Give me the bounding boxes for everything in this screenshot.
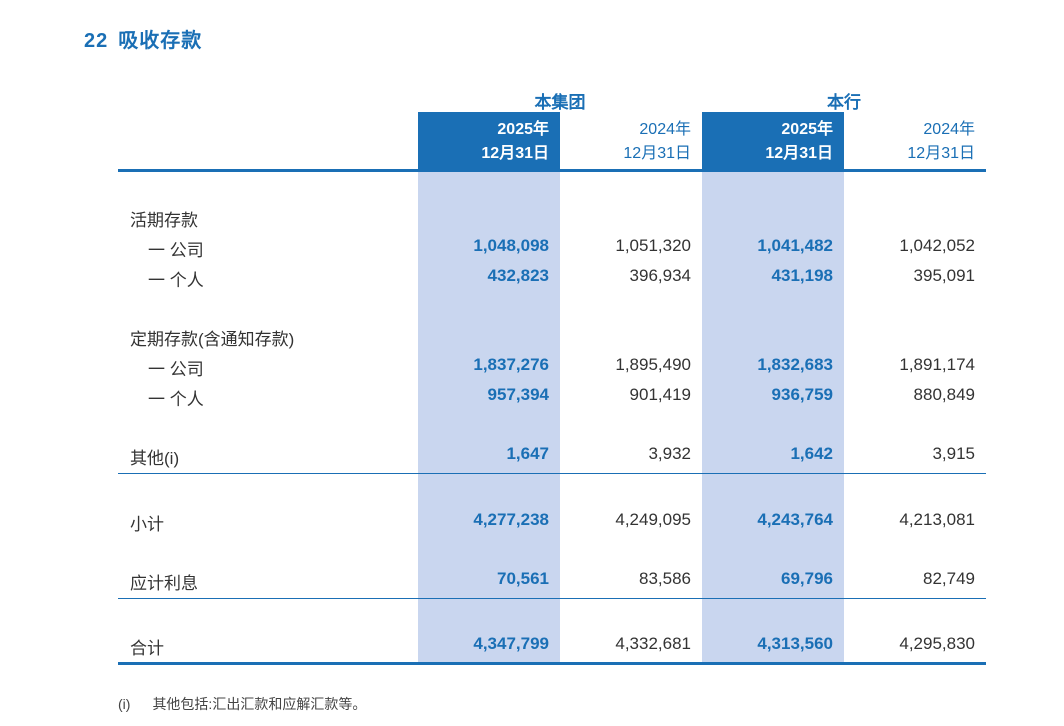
table-row-demand-personal: 一 个人 432,823 396,934 431,198 395,091 xyxy=(0,266,1064,292)
cell-group-2025: 1,837,276 xyxy=(473,355,549,374)
subtotal-divider xyxy=(118,473,986,474)
cell-group-2024: 1,895,490 xyxy=(615,355,691,374)
row-label: 一 个人 xyxy=(148,390,204,409)
cell-bank-2024: 4,213,081 xyxy=(899,510,975,529)
cell-bank-2025: 1,642 xyxy=(790,444,833,463)
column-header-bank-2024: 2024年 12月31日 xyxy=(844,118,986,166)
row-label: 一 公司 xyxy=(148,360,204,379)
cell-bank-2024: 880,849 xyxy=(913,385,975,404)
cell-bank-2024: 82,749 xyxy=(923,569,975,588)
section-title: 22 吸收存款 xyxy=(84,24,202,53)
cell-group-2025: 70,561 xyxy=(497,569,549,588)
cell-group-2024: 901,419 xyxy=(629,385,691,404)
cell-bank-2024: 4,295,830 xyxy=(899,634,975,653)
column-date: 12月31日 xyxy=(765,145,833,162)
cell-group-2024: 4,332,681 xyxy=(615,634,691,653)
cell-bank-2024: 1,891,174 xyxy=(899,355,975,374)
cell-bank-2025: 4,243,764 xyxy=(757,510,833,529)
header-rule xyxy=(118,169,986,172)
cell-group-2024: 4,249,095 xyxy=(615,510,691,529)
cell-bank-2025: 431,198 xyxy=(771,266,833,285)
highlight-column-group-2025 xyxy=(418,112,560,664)
header-box-bank-2025 xyxy=(702,112,844,170)
row-label: 一 个人 xyxy=(148,271,204,290)
bottom-rule xyxy=(118,662,986,665)
cell-bank-2025: 936,759 xyxy=(771,385,833,404)
row-label: 一 公司 xyxy=(148,241,204,260)
table-row-time-personal: 一 个人 957,394 901,419 936,759 880,849 xyxy=(0,385,1064,411)
bank-header: 本行 xyxy=(827,93,861,112)
footnote: (i) 其他包括:汇出汇款和应解汇款等。 xyxy=(118,694,366,714)
cell-group-2025: 4,347,799 xyxy=(473,634,549,653)
row-label: 合计 xyxy=(130,639,164,658)
row-label: 活期存款 xyxy=(130,211,198,230)
column-date: 12月31日 xyxy=(907,145,975,162)
cell-group-2025: 1,647 xyxy=(506,444,549,463)
cell-group-2025: 957,394 xyxy=(487,385,549,404)
cell-group-2024: 396,934 xyxy=(629,266,691,285)
cell-bank-2025: 4,313,560 xyxy=(757,634,833,653)
column-header-group-2024: 2024年 12月31日 xyxy=(560,118,702,166)
cell-bank-2024: 1,042,052 xyxy=(899,236,975,255)
column-date: 12月31日 xyxy=(623,145,691,162)
column-date: 12月31日 xyxy=(481,145,549,162)
cell-bank-2024: 3,915 xyxy=(932,444,975,463)
cell-group-2024: 3,932 xyxy=(648,444,691,463)
cell-bank-2025: 1,041,482 xyxy=(757,236,833,255)
column-year: 2024年 xyxy=(923,121,975,138)
group-header: 本集团 xyxy=(534,93,586,112)
section-number: 22 xyxy=(84,30,109,52)
footnote-mark: (i) xyxy=(118,696,131,712)
column-year: 2024年 xyxy=(639,121,691,138)
table-row-demand-corporate: 一 公司 1,048,098 1,051,320 1,041,482 1,042… xyxy=(0,236,1064,262)
column-year: 2025年 xyxy=(497,121,549,138)
table-row-subtotal: 小计 4,277,238 4,249,095 4,243,764 4,213,0… xyxy=(0,510,1064,536)
column-header-bank-2025: 2025年 12月31日 xyxy=(702,118,844,166)
cell-group-2024: 83,586 xyxy=(639,569,691,588)
highlight-column-bank-2025 xyxy=(702,112,844,664)
row-label: 定期存款(含通知存款) xyxy=(130,330,295,349)
cell-bank-2024: 395,091 xyxy=(913,266,975,285)
table-row-interest: 应计利息 70,561 83,586 69,796 82,749 xyxy=(0,569,1064,595)
cell-bank-2025: 69,796 xyxy=(781,569,833,588)
header-box-group-2025 xyxy=(418,112,560,170)
row-label: 应计利息 xyxy=(130,574,198,593)
table-row-other: 其他(i) 1,647 3,932 1,642 3,915 xyxy=(0,444,1064,470)
column-header-group-2025: 2025年 12月31日 xyxy=(418,118,560,166)
cell-group-2024: 1,051,320 xyxy=(615,236,691,255)
row-label: 小计 xyxy=(130,515,164,534)
table-row-total: 合计 4,347,799 4,332,681 4,313,560 4,295,8… xyxy=(0,634,1064,660)
cell-bank-2025: 1,832,683 xyxy=(757,355,833,374)
table-row-time-corporate: 一 公司 1,837,276 1,895,490 1,832,683 1,891… xyxy=(0,355,1064,381)
section-row-time: 定期存款(含通知存款) xyxy=(0,325,1064,351)
cell-group-2025: 432,823 xyxy=(487,266,549,285)
cell-group-2025: 1,048,098 xyxy=(473,236,549,255)
section-row-demand: 活期存款 xyxy=(0,206,1064,232)
section-title-text: 吸收存款 xyxy=(118,30,203,52)
row-label: 其他(i) xyxy=(130,449,180,468)
total-divider xyxy=(118,598,986,599)
column-year: 2025年 xyxy=(781,121,833,138)
footnote-text: 其他包括:汇出汇款和应解汇款等。 xyxy=(152,696,367,712)
cell-group-2025: 4,277,238 xyxy=(473,510,549,529)
